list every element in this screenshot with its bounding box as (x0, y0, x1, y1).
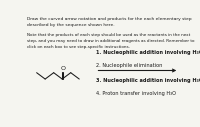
Text: 1. Nucleophilic addition involving H₃CH₂C⁻: 1. Nucleophilic addition involving H₃CH₂… (96, 50, 200, 55)
Text: step, and you may need to draw in additional reagents as directed. Remember to: step, and you may need to draw in additi… (27, 39, 194, 43)
Text: Note that the products of each step should be used as the reactants in the next: Note that the products of each step shou… (27, 33, 190, 37)
Text: click on each box to see step-specific instructions.: click on each box to see step-specific i… (27, 45, 129, 49)
Text: Draw the curved arrow notation and products for the each elementary step: Draw the curved arrow notation and produ… (27, 17, 191, 21)
Text: 2. Nucleophile elimination: 2. Nucleophile elimination (96, 63, 163, 68)
Text: 3. Nucleophilic addition involving H₃CH₂C⁻: 3. Nucleophilic addition involving H₃CH₂… (96, 78, 200, 83)
Text: 4. Proton transfer involving H₃O: 4. Proton transfer involving H₃O (96, 91, 176, 96)
Text: O: O (60, 66, 65, 71)
Text: described by the sequence shown here.: described by the sequence shown here. (27, 23, 114, 27)
